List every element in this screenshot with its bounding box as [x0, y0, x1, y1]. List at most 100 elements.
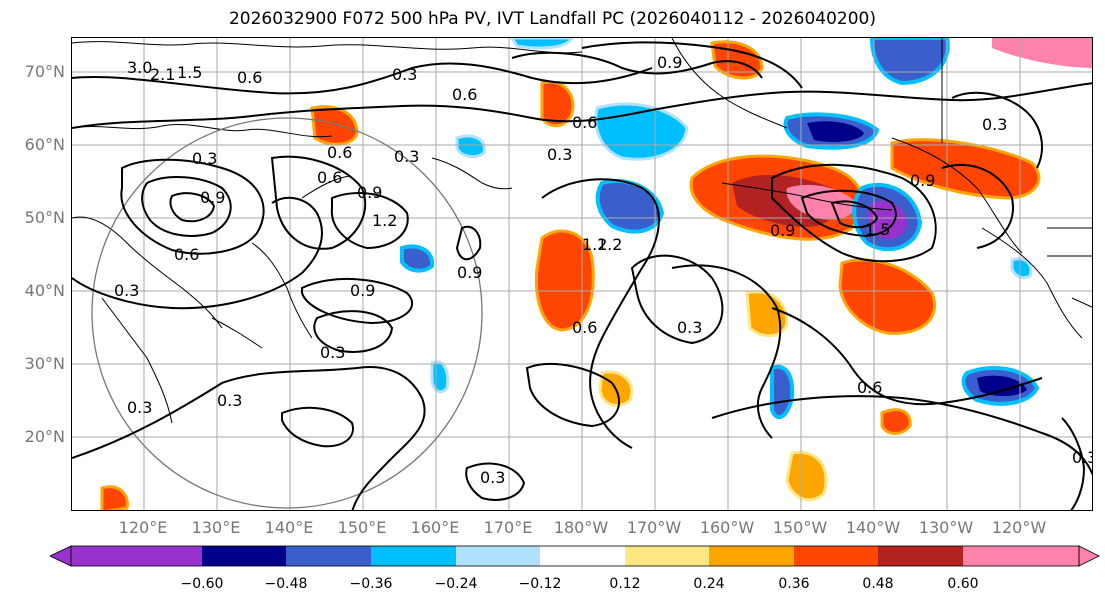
pv-negative-region: [595, 179, 665, 234]
pv-positive-region: [540, 80, 575, 128]
contour-label: 0.6: [452, 85, 477, 104]
pv-positive-region: [100, 485, 129, 510]
contour-label: 0.6: [572, 113, 597, 132]
pv-negative-core: [807, 121, 864, 142]
shading-negative: [400, 38, 1040, 420]
colorbar-swatch: [371, 546, 456, 566]
pv-negative-region: [400, 244, 435, 273]
contour-label-layer: 3.0 2.1 1.5 0.6 0.3 0.9 0.6 0.3 0.9 0.3 …: [114, 53, 1093, 487]
contour-label: 1.2: [597, 235, 622, 254]
colorbar-tick-label: 0.60: [947, 576, 979, 592]
contour-label: 0.6: [572, 318, 597, 337]
contour-label: 0.6: [317, 168, 342, 187]
contour-label: 0.9: [457, 263, 482, 282]
pv-negative-region: [1010, 257, 1033, 280]
pv-negative-region: [510, 38, 574, 50]
contour-label: 0.3: [677, 318, 702, 337]
contour-label: 0.3: [192, 149, 217, 168]
lon-label: 130°W: [918, 518, 974, 537]
contour-label: 0.9: [357, 183, 382, 202]
lat-label-40n: 40°N: [24, 281, 65, 300]
colorbar-swatch: [71, 546, 202, 566]
plot-title: 2026032900 F072 500 hPa PV, IVT Landfall…: [228, 9, 876, 29]
coastlines: [72, 38, 1092, 424]
colorbar-swatch: [625, 546, 709, 566]
contour-label: 0.6: [857, 378, 882, 397]
pv-negative-region: [770, 364, 795, 420]
pv-negative-core: [977, 375, 1027, 397]
pv-positive-region: [838, 258, 937, 335]
colorbar-swatch: [963, 546, 1079, 566]
colorbar-tick-label: −0.60: [180, 576, 224, 592]
colorbar-swatch: [286, 546, 371, 566]
colorbar-swatch: [709, 546, 794, 566]
contour-label: 1.5: [865, 220, 890, 239]
colorbar-outline: [70, 545, 1080, 567]
pv-negative-region: [455, 134, 486, 159]
pv-positive-peak: [786, 184, 857, 220]
colorbar-tick-label: −0.48: [264, 576, 308, 592]
lon-label: 120°W: [991, 518, 1047, 537]
lon-label: 170°W: [626, 518, 682, 537]
colorbar-swatch: [540, 546, 625, 566]
lon-label: 160°E: [410, 518, 460, 537]
colorbar-tick-label: 0.36: [778, 576, 810, 592]
landfall-radius-circle: [91, 117, 483, 509]
contour-label: 0.3: [394, 147, 419, 166]
contour-label: 0.6: [174, 245, 199, 264]
pv-positive-region: [710, 40, 764, 80]
contour-label: 0.3: [217, 391, 242, 410]
lat-label-60n: 60°N: [24, 135, 65, 154]
map-svg: 3.0 2.1 1.5 0.6 0.3 0.9 0.6 0.3 0.9 0.3 …: [72, 38, 1093, 510]
contour-label: 0.6: [237, 68, 262, 87]
lat-label-50n: 50°N: [24, 208, 65, 227]
pv-negative-region: [869, 38, 950, 86]
contour-label: 1.5: [177, 63, 202, 82]
contour-label: 2.1: [150, 65, 175, 84]
colorbar-tick-label: −0.12: [518, 576, 562, 592]
contour-label: 0.9: [657, 53, 682, 72]
contour-label: 0.3: [114, 281, 139, 300]
colorbar-swatch: [202, 546, 286, 566]
map-panel: 3.0 2.1 1.5 0.6 0.3 0.9 0.6 0.3 0.9 0.3 …: [71, 37, 1093, 511]
contour-label: 0.9: [350, 281, 375, 300]
colorbar-swatch: [456, 546, 540, 566]
colorbar-extend-low: [50, 545, 72, 567]
lon-label: 140°W: [845, 518, 901, 537]
colorbar-tick-label: 0.24: [693, 576, 725, 592]
contour-label: 0.6: [327, 143, 352, 162]
pv-positive-region: [534, 229, 595, 332]
contour-label: 0.3: [320, 343, 345, 362]
contour-label: 0.9: [200, 188, 225, 207]
pv-positive-region: [880, 408, 912, 435]
lat-label-30n: 30°N: [24, 354, 65, 373]
pv-positive-region: [992, 38, 1092, 68]
lon-label: 150°E: [337, 518, 387, 537]
colorbar-swatch: [878, 546, 963, 566]
colorbar-tick-label: −0.24: [434, 576, 478, 592]
pv-positive-region: [785, 450, 828, 502]
colorbar: [50, 545, 1100, 567]
pv-negative-region: [430, 360, 450, 394]
contour-label: 0.3: [1072, 448, 1093, 467]
colorbar-tick-label: 0.48: [862, 576, 894, 592]
contour-label: 0.3: [392, 65, 417, 84]
contour-label: 0.3: [982, 115, 1007, 134]
contour-label: 1.2: [582, 235, 607, 254]
colorbar-tick-label: 0.12: [609, 576, 641, 592]
colorbar-extend-high: [1078, 545, 1100, 567]
lon-label: 180°W: [553, 518, 609, 537]
pv-positive-region: [745, 290, 789, 338]
colorbar-swatch: [794, 546, 878, 566]
contour-label: 3.0: [127, 58, 152, 77]
lon-label: 120°E: [118, 518, 168, 537]
pv-negative-core: [868, 200, 907, 239]
lon-label: 160°W: [699, 518, 755, 537]
contour-label: 0.9: [910, 171, 935, 190]
lon-label: 170°E: [483, 518, 533, 537]
pv-positive-region: [310, 105, 359, 146]
lat-label-20n: 20°N: [24, 427, 65, 446]
contour-label: 0.9: [770, 221, 795, 240]
contour-label: 0.3: [480, 468, 505, 487]
contour-label: 0.3: [127, 398, 152, 417]
